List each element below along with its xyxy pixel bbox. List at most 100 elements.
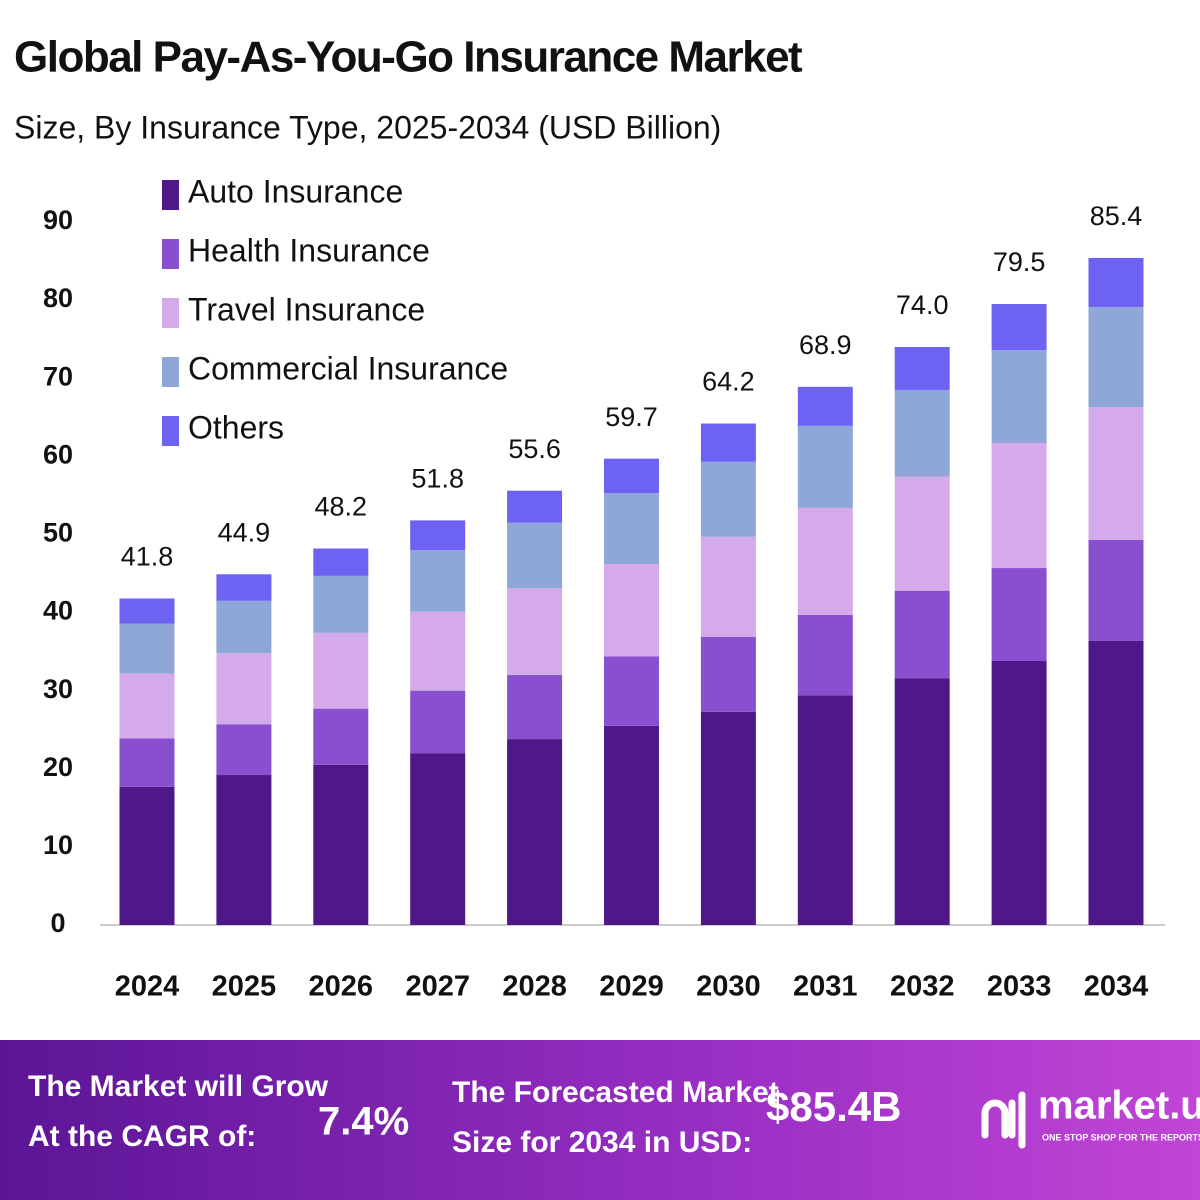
bar-segment: [991, 304, 1047, 351]
y-tick-label: 0: [50, 908, 65, 938]
bar-segment: [410, 520, 466, 551]
y-tick-label: 40: [43, 596, 73, 626]
y-tick-label: 20: [43, 752, 73, 782]
legend-swatch: [162, 357, 179, 387]
total-label: 79.5: [993, 247, 1046, 277]
forecast-value: $85.4B: [766, 1083, 901, 1130]
bar-segment: [894, 590, 950, 679]
brand-tagline: ONE STOP SHOP FOR THE REPORTS: [1042, 1132, 1200, 1142]
bar-segment: [507, 739, 563, 925]
bar-segment: [507, 588, 563, 676]
bar-segment: [604, 564, 659, 657]
cagr-label: The Market will Grow: [28, 1070, 329, 1103]
brand-logo: [981, 1091, 1026, 1149]
x-tick-label: 2032: [890, 971, 955, 1003]
bar-segment: [604, 725, 659, 925]
legend-label: Health Insurance: [188, 232, 430, 268]
bar-segment: [410, 611, 466, 691]
bar-segment: [216, 775, 272, 925]
bar-segment: [797, 614, 853, 696]
total-label: 41.8: [121, 542, 174, 572]
legend-label: Others: [188, 409, 284, 445]
total-label: 74.0: [896, 290, 949, 320]
bar-segment: [797, 507, 853, 615]
legend-swatch: [162, 239, 179, 269]
bar-segment: [894, 389, 950, 477]
bar-segment: [1088, 407, 1144, 540]
x-tick-label: 2028: [502, 971, 567, 1003]
x-tick-label: 2027: [405, 971, 470, 1003]
total-label: 59.7: [605, 402, 658, 432]
bar-segment: [507, 675, 563, 740]
legend-label: Commercial Insurance: [188, 350, 508, 386]
bar-segment: [507, 522, 563, 589]
bar-segment: [700, 536, 756, 637]
bar-segment: [410, 550, 466, 612]
x-tick-label: 2025: [212, 971, 277, 1003]
bar-segment: [700, 636, 756, 712]
bar-segment: [991, 443, 1047, 569]
y-tick-label: 50: [43, 518, 73, 548]
bar-segment: [313, 632, 369, 709]
bar-segment: [119, 673, 175, 739]
bar-segment: [894, 476, 950, 591]
legend-label: Auto Insurance: [188, 173, 403, 209]
x-tick-label: 2033: [987, 971, 1052, 1003]
bar-segment: [410, 753, 466, 925]
total-label: 85.4: [1090, 201, 1143, 231]
bar-segment: [119, 598, 175, 624]
bar-segment: [313, 708, 369, 765]
y-tick-label: 60: [43, 439, 73, 469]
bar-segment: [894, 346, 950, 390]
total-label: 48.2: [315, 492, 368, 522]
cagr-label: At the CAGR of:: [28, 1120, 256, 1153]
bar-segment: [410, 690, 466, 754]
forecast-label: Size for 2034 in USD:: [452, 1126, 752, 1159]
x-tick-label: 2029: [599, 971, 664, 1003]
legend-swatch: [162, 416, 179, 446]
bar-segment: [797, 386, 853, 426]
bar-segment: [894, 678, 950, 925]
total-label: 44.9: [218, 517, 271, 547]
cagr-value: 7.4%: [318, 1100, 409, 1144]
y-tick-label: 80: [43, 283, 73, 313]
bar-segment: [1088, 307, 1144, 408]
chart-title: Global Pay-As-You-Go Insurance Market: [14, 33, 803, 82]
bar-segment: [991, 568, 1047, 661]
x-tick-label: 2034: [1084, 971, 1149, 1003]
x-tick-label: 2030: [696, 971, 761, 1003]
bar-segment: [507, 490, 563, 523]
footer-band: [0, 1040, 1200, 1200]
x-tick-label: 2026: [309, 971, 374, 1003]
bar-segment: [1088, 640, 1144, 925]
y-tick-label: 70: [43, 361, 73, 391]
legend-swatch: [162, 180, 179, 210]
bar-segment: [216, 600, 272, 654]
bar-segment: [700, 461, 756, 537]
bar-segment: [604, 458, 659, 494]
bar-segment: [700, 711, 756, 925]
bar-segment: [313, 764, 369, 925]
bar-segment: [1088, 539, 1144, 641]
bar-segment: [604, 656, 659, 726]
legend-swatch: [162, 298, 179, 328]
bar-segment: [119, 786, 175, 925]
total-label: 51.8: [411, 464, 464, 494]
y-tick-label: 30: [43, 674, 73, 704]
bar-segment: [119, 738, 175, 787]
chart-subtitle: Size, By Insurance Type, 2025-2034 (USD …: [14, 109, 721, 145]
x-tick-label: 2024: [115, 971, 180, 1003]
bar-segment: [216, 574, 272, 601]
bar-segment: [216, 724, 272, 776]
bar-segment: [604, 493, 659, 565]
bar-segment: [991, 660, 1047, 925]
forecast-label: The Forecasted Market: [452, 1076, 779, 1109]
y-tick-label: 10: [43, 830, 73, 860]
bar-segment: [797, 695, 853, 925]
x-tick-label: 2031: [793, 971, 858, 1003]
bar-segment: [991, 350, 1047, 444]
total-label: 68.9: [799, 330, 852, 360]
brand-name: market.us: [1038, 1084, 1200, 1128]
bar-segment: [313, 575, 369, 633]
